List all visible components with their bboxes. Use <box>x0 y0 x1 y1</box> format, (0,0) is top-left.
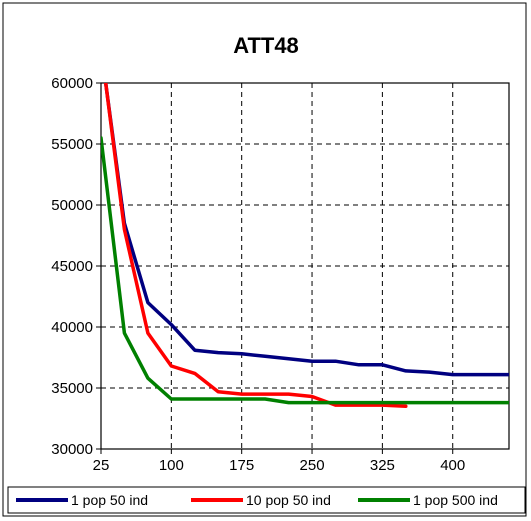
grid <box>101 83 509 449</box>
chart-frame <box>2 2 527 517</box>
legend-label-2: 10 pop 50 ind <box>246 492 331 508</box>
y-tick-label: 30000 <box>51 441 93 458</box>
y-tick-label: 55000 <box>51 136 93 153</box>
y-tick-label: 40000 <box>51 319 93 336</box>
y-tick-label: 60000 <box>51 75 93 92</box>
x-tick-label: 100 <box>159 457 184 474</box>
x-tick-label: 25 <box>93 457 110 474</box>
y-axis: 30000 35000 40000 45000 50000 55000 60000 <box>51 75 101 458</box>
series-line-2 <box>103 83 408 409</box>
x-tick-label: 325 <box>370 457 395 474</box>
legend-label-1: 1 pop 50 ind <box>71 492 148 508</box>
x-tick-label: 175 <box>229 457 254 474</box>
series-line-1 <box>103 83 509 377</box>
x-axis: 25 100 175 250 325 400 <box>93 449 465 474</box>
legend-label-3: 1 pop 500 ind <box>413 492 498 508</box>
x-tick-label: 250 <box>300 457 325 474</box>
chart-title: ATT48 <box>233 33 299 58</box>
x-tick-label: 400 <box>440 457 465 474</box>
legend-box <box>7 486 526 514</box>
series <box>101 83 509 409</box>
y-tick-label: 45000 <box>51 258 93 275</box>
series-line-3 <box>101 136 509 405</box>
y-tick-label: 50000 <box>51 197 93 214</box>
legend: 1 pop 50 ind 10 pop 50 ind 1 pop 500 ind <box>7 486 526 514</box>
y-tick-label: 35000 <box>51 380 93 397</box>
